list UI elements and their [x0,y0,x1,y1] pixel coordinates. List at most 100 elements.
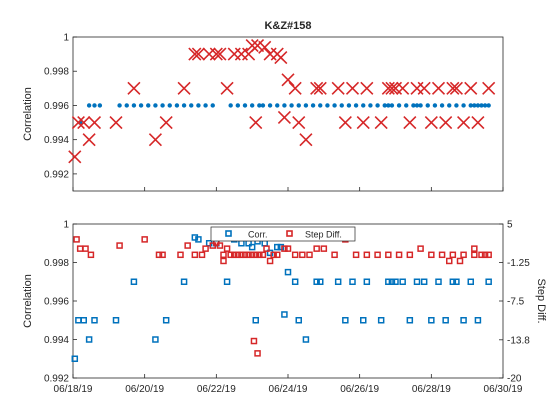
data-point-dot [242,103,248,108]
data-point-square [71,355,79,362]
data-point-x [213,47,227,61]
data-point-x [360,81,374,95]
data-point-dot [189,103,194,108]
data-point-x [220,81,234,95]
legend-box [210,226,356,242]
data-point-square [406,317,414,324]
data-point-dot [468,103,473,108]
data-point-square [467,278,474,285]
data-point-x [68,150,82,164]
data-point-x [374,115,388,130]
data-point-dot [461,103,466,108]
data-point-dot [97,103,103,108]
data-point-square [442,317,449,324]
data-point-dot [124,103,129,108]
data-point-x [396,81,410,95]
data-point-square [377,317,385,324]
data-point-square [155,251,163,259]
x-tick-label: 06/22/19 [197,384,236,395]
data-point-square [252,317,259,324]
data-point-square [159,251,166,259]
x-tick-label: 06/30/19 [484,384,523,395]
data-point-x [148,133,162,147]
data-point-square [460,251,467,259]
y2-tick-label: -1.25 [507,258,530,269]
data-point-square [302,336,310,343]
data-point-dot [475,103,481,108]
data-point-dot [346,103,352,108]
data-point-square [191,251,199,259]
y-tick-label: 0.998 [44,67,69,78]
data-point-dot [404,103,409,108]
data-point-square [485,251,492,259]
x-ticks-bottom: 06/18/19 06/20/19 06/22/19 06/24/19 06/26/19… [54,374,523,395]
data-point-dot [153,103,158,108]
data-point-square [485,278,492,285]
data-point-square [281,245,288,252]
legend: Corr. Step Diff. [210,226,356,242]
correlation-scatter-panel: K&Z#158 Correlation 0.992 0.994 0.996 0.998… [22,20,504,192]
data-point-x [299,133,313,147]
plot-area-bottom [72,223,504,379]
data-point-x [446,81,460,95]
data-point-square [85,336,93,343]
data-point-square [252,251,259,259]
data-point-dot [289,103,294,108]
data-point-dot [353,103,359,108]
data-point-square [198,251,206,259]
data-point-dot [275,103,280,108]
data-point-square [216,242,224,249]
x-tick-label: 06/20/19 [125,384,164,395]
data-point-square [223,245,231,252]
data-point-square [234,251,242,259]
data-point-square [281,311,288,318]
data-point-dot [486,103,491,108]
data-point-square [270,251,277,259]
data-point-dot [454,103,459,108]
data-point-square [256,251,263,259]
data-point-square [82,245,89,252]
data-point-square [152,336,159,343]
data-point-square [428,251,435,259]
data-point-square [277,243,285,251]
data-point-square [385,278,392,285]
data-point-dot [235,103,241,108]
data-point-square [202,245,209,252]
data-point-dot [375,103,380,108]
y-ticks-top: 0.992 0.994 0.996 0.998 1 [44,33,77,180]
data-point-dot [174,103,180,108]
data-point-square [73,236,80,243]
data-point-x [313,81,327,95]
data-point-square [478,251,485,259]
data-point-x [258,40,272,54]
data-point-x [274,50,288,65]
data-point-dot [257,103,262,108]
data-point-square [259,251,267,259]
data-point-square [299,251,306,259]
y-tick-label: 1 [63,220,69,231]
data-point-x [482,81,496,95]
data-point-dot [167,103,172,108]
data-point-square [238,251,245,259]
data-point-square [453,278,460,285]
correlation-stepdiff-panel: Correlation Step Diff. 0.9920.9940.9960.… [22,220,547,396]
data-point-dot [479,103,484,108]
data-point-dot [117,103,122,108]
legend-marker-step [286,230,293,237]
data-point-x [87,115,102,130]
data-point-x [109,115,123,130]
data-point-square [284,268,292,276]
data-point-x [191,47,205,61]
y-tick-label: 1 [63,33,69,44]
data-point-x [464,81,478,95]
data-point-square [449,278,457,285]
data-point-square [471,251,478,259]
correlation-dots-series [77,103,491,125]
y-axis-label-top: Correlation [22,87,34,141]
x-tick-label: 06/26/19 [340,384,379,395]
data-point-square [130,278,138,285]
data-point-x [310,81,324,95]
data-point-dot [361,103,366,108]
data-point-square [112,317,120,324]
data-point-square [227,251,234,259]
